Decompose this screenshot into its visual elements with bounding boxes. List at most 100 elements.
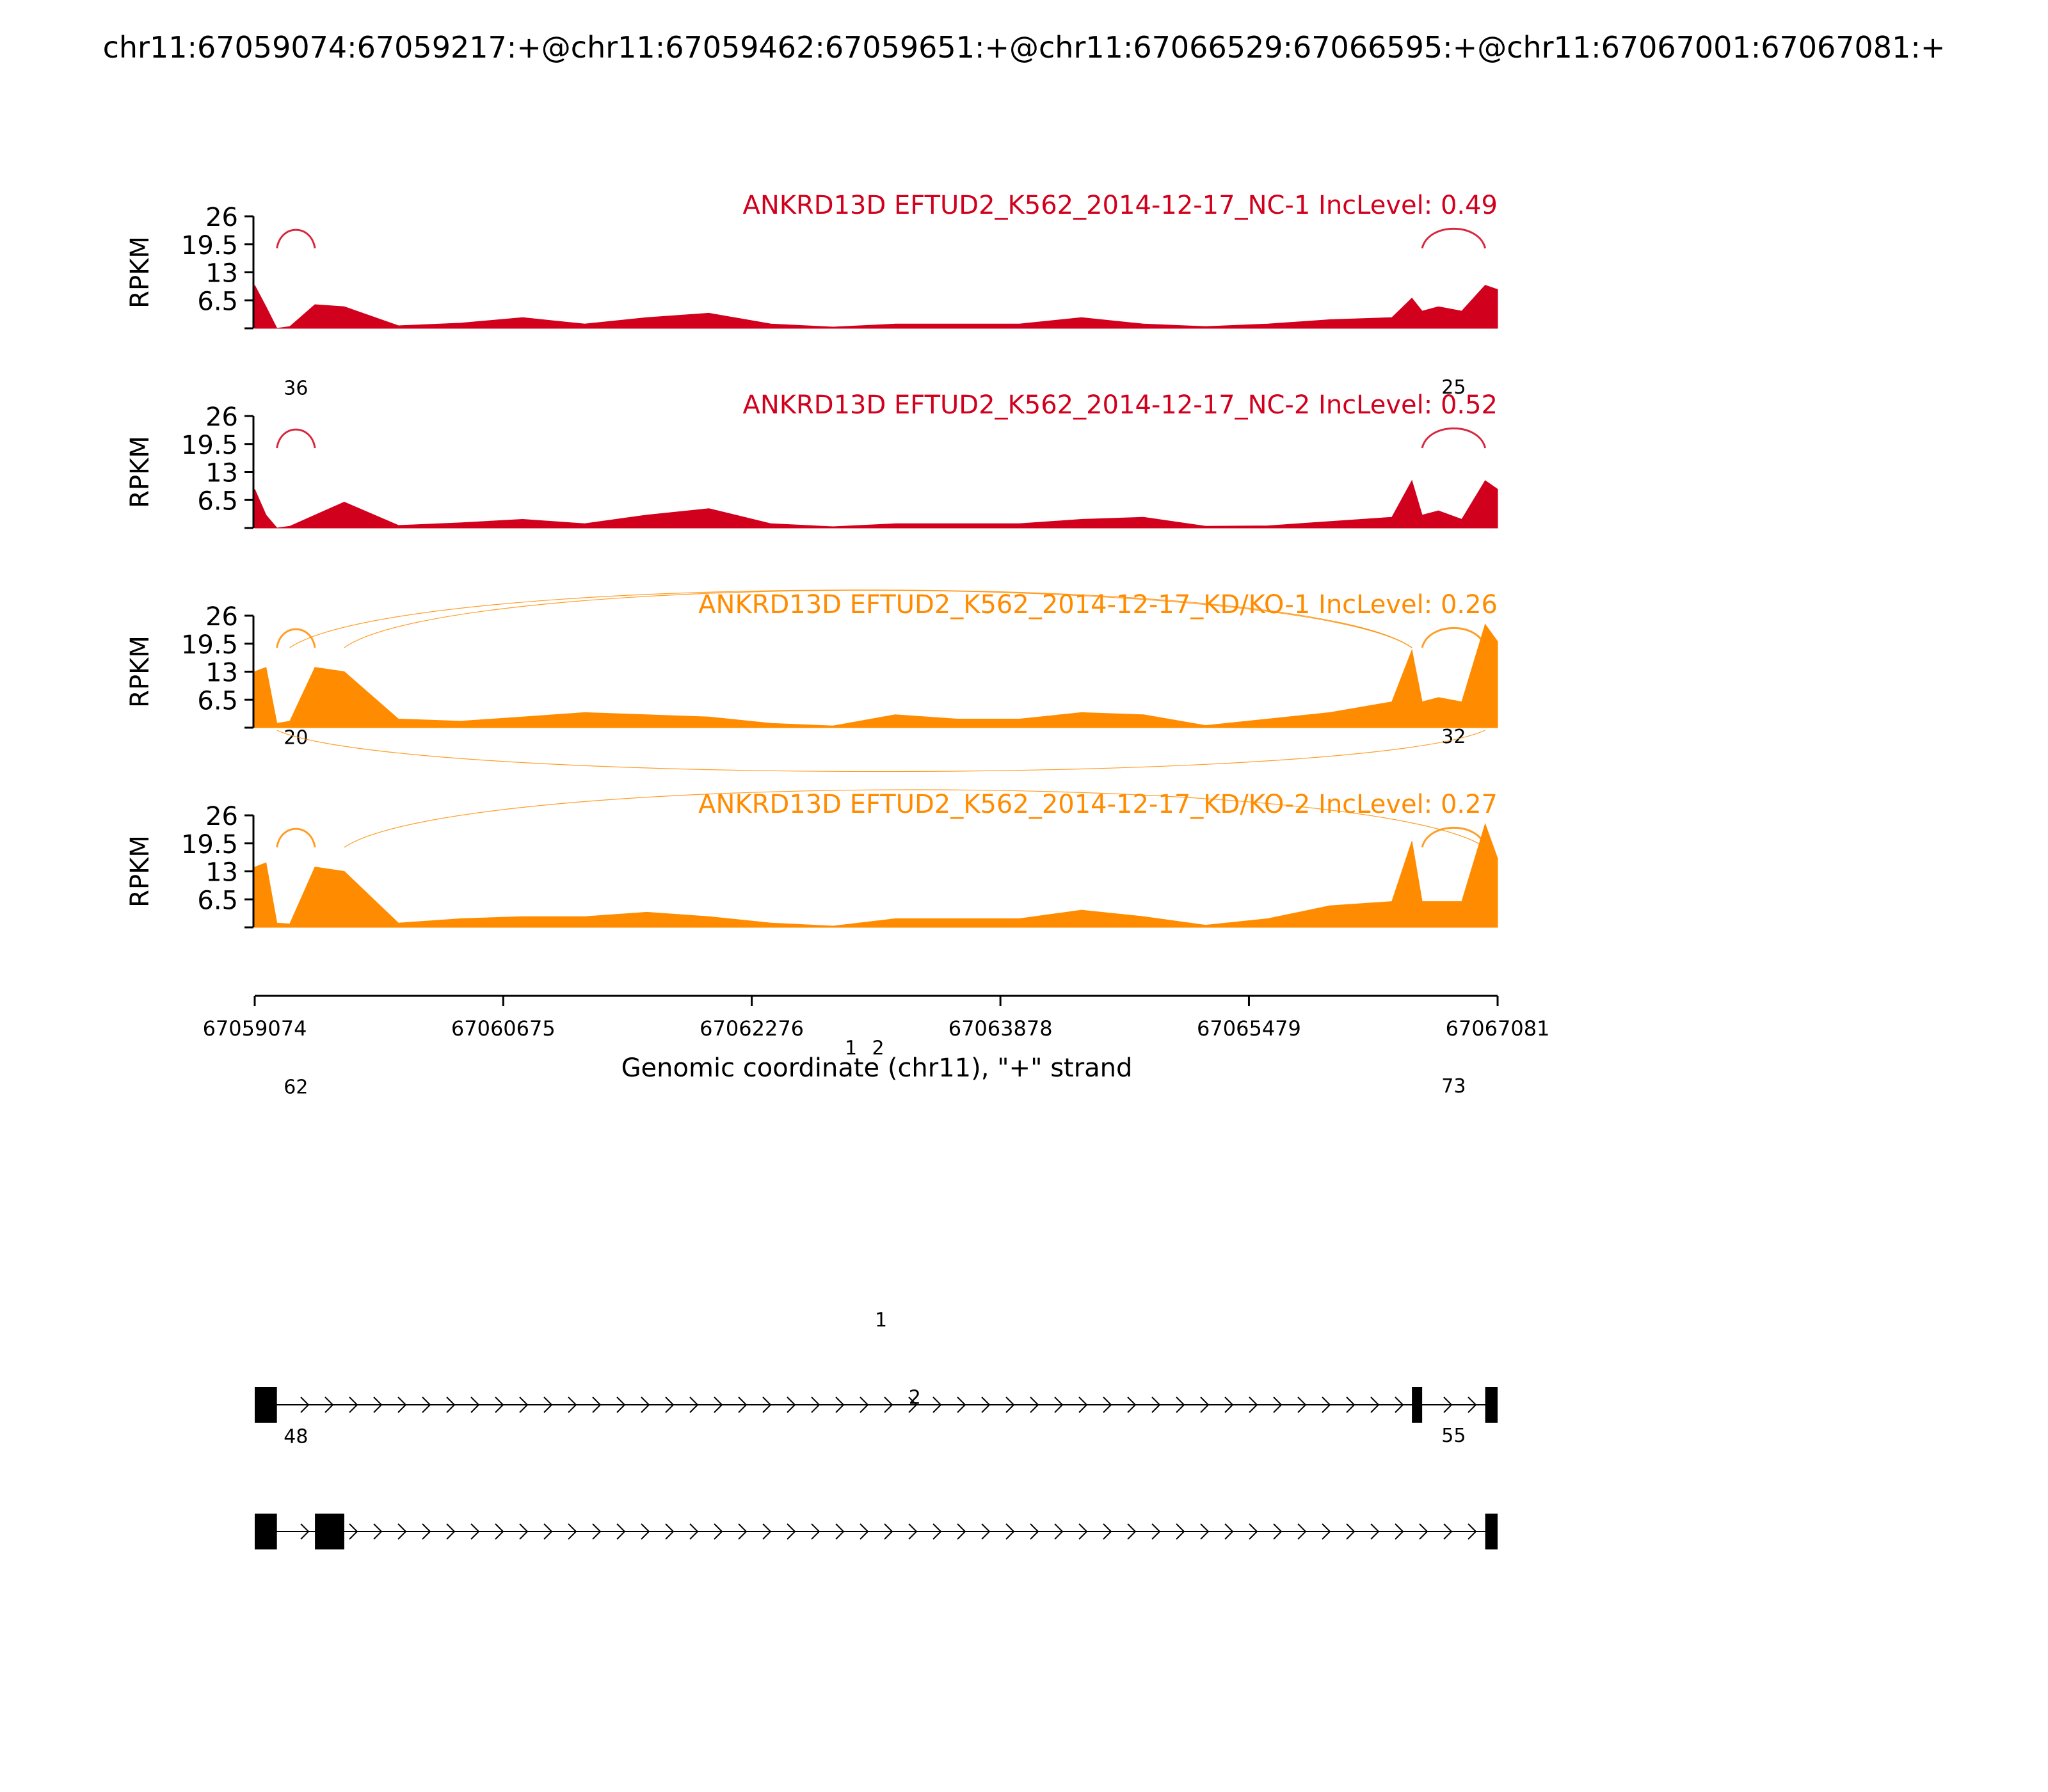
strand-chevron xyxy=(835,1523,845,1540)
strand-chevron xyxy=(932,1523,942,1540)
strand-chevron xyxy=(1322,1523,1331,1540)
junction-arc xyxy=(344,589,1412,648)
strand-chevron xyxy=(1078,1396,1088,1413)
strand-chevron xyxy=(860,1523,869,1540)
junction-count: 2 xyxy=(909,1387,921,1409)
strand-chevron xyxy=(1370,1396,1380,1413)
y-axis-label: RPKM xyxy=(125,236,155,308)
coverage-area xyxy=(254,479,1498,529)
exon-block xyxy=(1485,1387,1498,1423)
x-axis: 67059074 67060675 67062276 67063878 67065479… xyxy=(203,995,1550,1041)
strand-chevron xyxy=(1224,1523,1234,1540)
strand-chevron xyxy=(592,1396,602,1413)
exon-block xyxy=(255,1514,277,1549)
junction-count: 2 xyxy=(872,1037,884,1060)
strand-chevron xyxy=(689,1523,699,1540)
junction-count: 36 xyxy=(284,378,308,400)
strand-chevron xyxy=(616,1523,626,1540)
exon-block xyxy=(255,1387,277,1423)
strand-chevron xyxy=(957,1396,966,1413)
strand-chevron xyxy=(1005,1396,1015,1413)
strand-chevron xyxy=(1249,1523,1258,1540)
strand-chevron xyxy=(1370,1523,1380,1540)
exon-block xyxy=(1412,1387,1423,1423)
strand-chevron xyxy=(981,1523,991,1540)
strand-chevron xyxy=(1151,1523,1161,1540)
strand-chevron xyxy=(446,1523,456,1540)
strand-chevron xyxy=(714,1523,723,1540)
strand-chevron xyxy=(932,1396,942,1413)
strand-chevron xyxy=(1030,1523,1039,1540)
y-tick-label: 19.5 xyxy=(181,830,238,860)
y-tick-label: 6.5 xyxy=(197,486,238,516)
strand-chevron xyxy=(397,1523,407,1540)
strand-chevron xyxy=(981,1396,991,1413)
strand-chevron xyxy=(787,1523,796,1540)
strand-chevron xyxy=(908,1523,918,1540)
strand-chevron xyxy=(957,1523,966,1540)
y-tick-label: 6.5 xyxy=(197,287,238,316)
x-tick-label: 67059074 xyxy=(203,1016,307,1041)
y-tick-label: 26 xyxy=(205,203,238,232)
strand-chevron xyxy=(1395,1523,1404,1540)
strand-chevron xyxy=(835,1396,845,1413)
y-tick-label: 13 xyxy=(205,259,238,289)
strand-chevron xyxy=(884,1396,893,1413)
strand-chevron xyxy=(1030,1396,1039,1413)
strand-chevron xyxy=(1054,1396,1064,1413)
junction-arc xyxy=(1421,428,1487,449)
strand-chevron xyxy=(1127,1396,1137,1413)
strand-chevron xyxy=(1322,1396,1331,1413)
strand-chevron xyxy=(811,1523,820,1540)
strand-chevron xyxy=(811,1396,820,1413)
y-tick-label: 6.5 xyxy=(197,686,238,716)
coverage-area xyxy=(254,822,1498,928)
strand-chevron xyxy=(422,1396,431,1413)
strand-chevron xyxy=(641,1523,650,1540)
strand-chevron xyxy=(543,1396,553,1413)
junction-arc xyxy=(276,428,316,449)
strand-chevron xyxy=(1176,1396,1185,1413)
strand-chevron xyxy=(908,1396,918,1413)
y-tick-label: 26 xyxy=(205,403,238,432)
strand-chevron xyxy=(1005,1523,1015,1540)
junction-count: 1 xyxy=(875,1309,887,1331)
x-tick-label: 67067081 xyxy=(1446,1016,1550,1041)
junction-arc xyxy=(344,789,1485,848)
y-tick-label: 13 xyxy=(205,858,238,888)
strand-chevron xyxy=(373,1396,383,1413)
strand-chevron xyxy=(349,1523,358,1540)
y-axis-label: RPKM xyxy=(125,436,155,508)
strand-chevron xyxy=(1200,1523,1210,1540)
strand-chevron xyxy=(422,1523,431,1540)
strand-chevron xyxy=(1443,1523,1453,1540)
strand-chevron xyxy=(592,1523,602,1540)
strand-chevron xyxy=(519,1396,529,1413)
strand-chevron xyxy=(1103,1523,1112,1540)
sample-label: ANKRD13D EFTUD2_K562_2014-12-17_NC-1 Inc… xyxy=(742,191,1498,220)
isoform-models xyxy=(255,1387,1498,1549)
x-tick-label: 67062276 xyxy=(700,1016,804,1041)
strand-chevron xyxy=(495,1396,504,1413)
junction-arc xyxy=(276,228,316,249)
junction-count: 55 xyxy=(1441,1425,1466,1447)
strand-chevron xyxy=(470,1523,480,1540)
strand-chevron xyxy=(300,1396,310,1413)
y-tick-label: 26 xyxy=(205,802,238,831)
junction-arc xyxy=(1421,228,1487,249)
strand-chevron xyxy=(446,1396,456,1413)
coverage-area xyxy=(254,285,1498,329)
sample-label: ANKRD13D EFTUD2_K562_2014-12-17_KD/KO-2 … xyxy=(698,790,1498,819)
strand-chevron xyxy=(1249,1396,1258,1413)
junction-count: 25 xyxy=(1441,376,1466,399)
strand-chevron xyxy=(373,1523,383,1540)
strand-chevron xyxy=(1297,1396,1307,1413)
junction-arc xyxy=(276,628,316,648)
strand-chevron xyxy=(543,1523,553,1540)
strand-chevron xyxy=(568,1523,577,1540)
